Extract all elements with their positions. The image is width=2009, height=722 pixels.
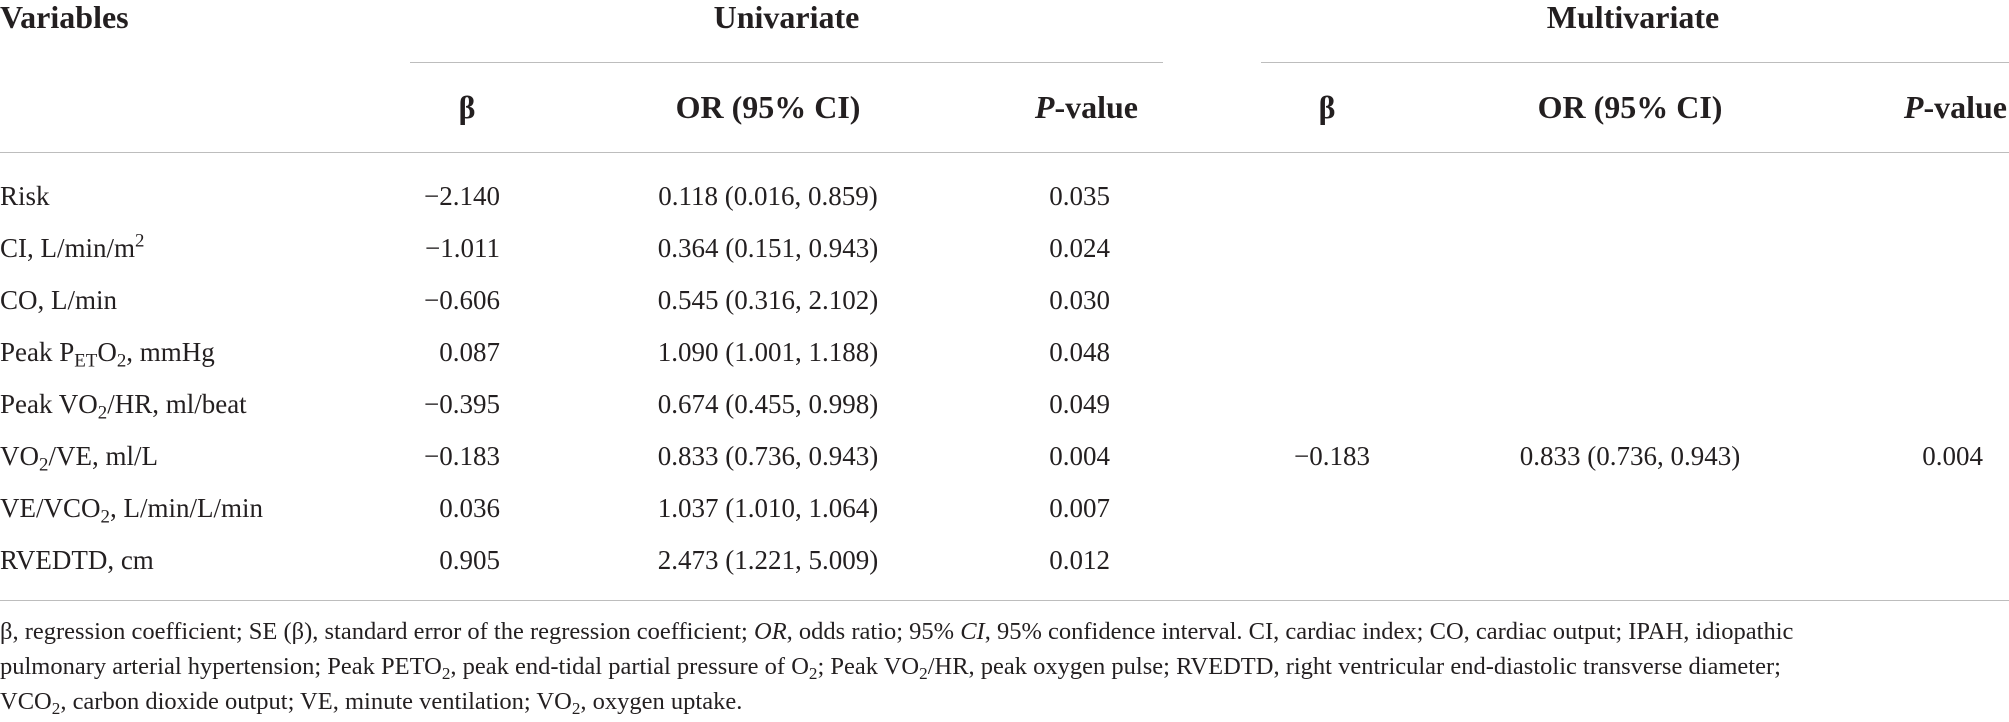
header-variables: Variables <box>0 0 129 35</box>
variable-name: CO, L/min <box>0 285 118 315</box>
header-multivariate: Multivariate <box>1546 0 1720 35</box>
col-univariate-beta: β <box>458 89 476 125</box>
variable-name: RVEDTD, cm <box>0 545 154 575</box>
univariate-beta: 0.905 <box>439 545 500 575</box>
univariate-or: 0.833 (0.736, 0.943) <box>657 441 879 471</box>
multivariate-rule <box>1261 62 2009 63</box>
univariate-pvalue: 0.048 <box>1049 337 1110 367</box>
variable-name: Peak PETO2, mmHg <box>0 337 215 372</box>
univariate-or: 1.090 (1.001, 1.188) <box>657 337 879 367</box>
univariate-or: 2.473 (1.221, 5.009) <box>657 545 879 575</box>
footnote-line: pulmonary arterial hypertension; Peak PE… <box>0 653 1781 684</box>
univariate-or: 0.118 (0.016, 0.859) <box>658 181 878 211</box>
univariate-pvalue: 0.007 <box>1049 493 1110 523</box>
col-multivariate-pvalue: P-value <box>1903 89 2007 125</box>
univariate-beta: −0.606 <box>424 285 500 315</box>
univariate-beta: 0.087 <box>439 337 500 367</box>
table-footnote: β, regression coefficient; SE (β), stand… <box>0 614 2005 719</box>
univariate-or: 1.037 (1.010, 1.064) <box>657 493 879 523</box>
header-bottom-rule <box>0 152 2009 153</box>
univariate-rule <box>410 62 1163 63</box>
variable-name: Peak VO2/HR, ml/beat <box>0 389 247 424</box>
univariate-or: 0.674 (0.455, 0.998) <box>657 389 879 419</box>
col-multivariate-or: OR (95% CI) <box>1537 89 1723 125</box>
univariate-or: 0.545 (0.316, 2.102) <box>657 285 879 315</box>
header-univariate: Univariate <box>713 0 860 35</box>
col-univariate-or: OR (95% CI) <box>675 89 861 125</box>
multivariate-or: 0.833 (0.736, 0.943) <box>1519 441 1741 471</box>
univariate-or: 0.364 (0.151, 0.943) <box>657 233 879 263</box>
multivariate-pvalue: 0.004 <box>1922 441 1983 471</box>
col-univariate-pvalue: P-value <box>1034 89 1138 125</box>
multivariate-beta: −0.183 <box>1294 441 1370 471</box>
univariate-beta: −0.395 <box>424 389 500 419</box>
variable-name: Risk <box>0 181 50 211</box>
table-bottom-rule <box>0 600 2009 601</box>
univariate-beta: −1.011 <box>425 233 500 263</box>
univariate-pvalue: 0.035 <box>1049 181 1110 211</box>
footnote-line: β, regression coefficient; SE (β), stand… <box>0 618 1794 645</box>
univariate-beta: −0.183 <box>424 441 500 471</box>
footnote-line: VCO2, carbon dioxide output; VE, minute … <box>0 688 743 719</box>
col-multivariate-beta: β <box>1318 89 1336 125</box>
univariate-pvalue: 0.024 <box>1049 233 1110 263</box>
univariate-beta: 0.036 <box>439 493 500 523</box>
variable-name: VE/VCO2, L/min/L/min <box>0 493 263 528</box>
univariate-pvalue: 0.012 <box>1049 545 1110 575</box>
variable-name: VO2/VE, ml/L <box>0 441 158 476</box>
univariate-pvalue: 0.049 <box>1049 389 1110 419</box>
univariate-pvalue: 0.030 <box>1049 285 1110 315</box>
univariate-beta: −2.140 <box>424 181 500 211</box>
variable-name: CI, L/min/m2 <box>0 230 145 263</box>
univariate-pvalue: 0.004 <box>1049 441 1110 471</box>
